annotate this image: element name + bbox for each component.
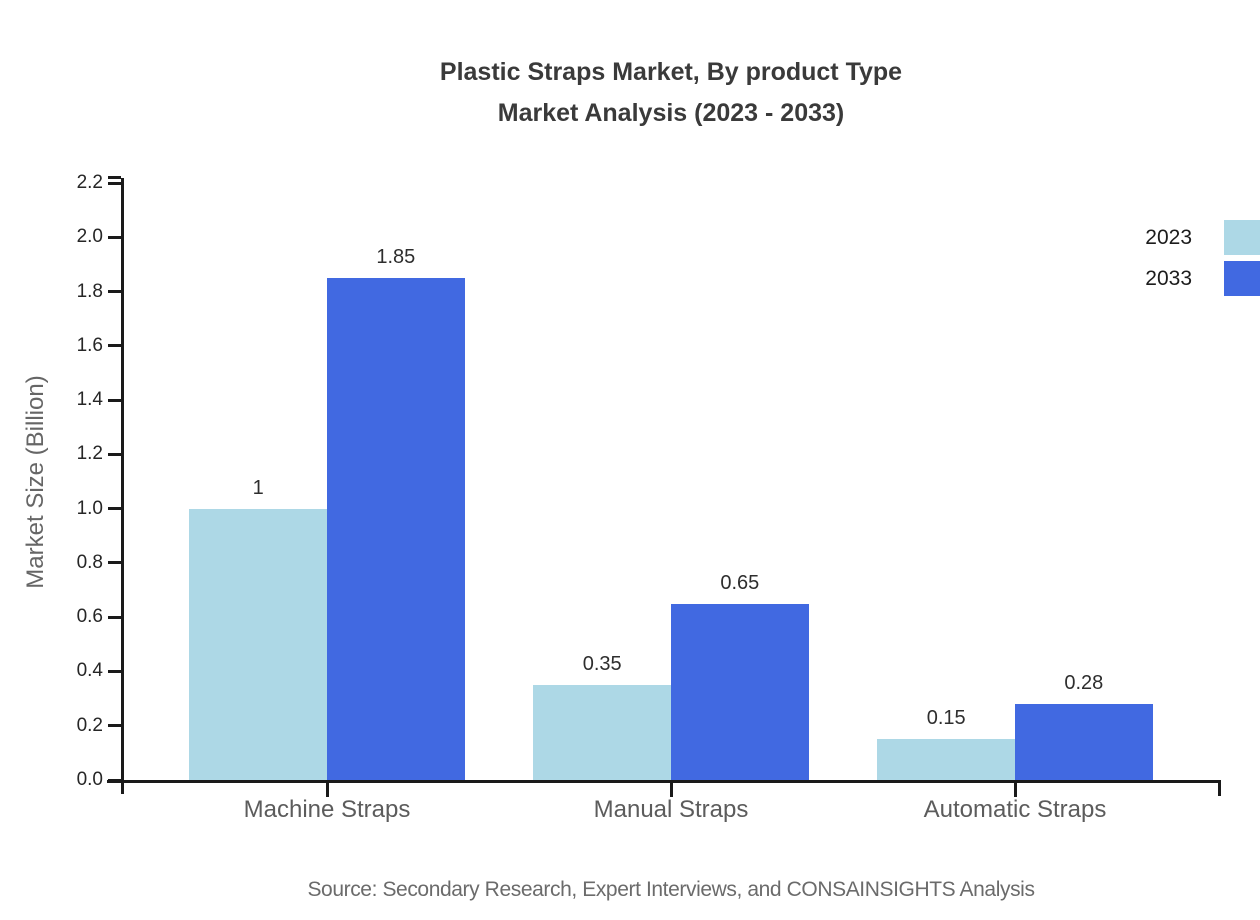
category-label-machine-straps: Machine Straps: [243, 796, 411, 823]
y-tick: [108, 507, 121, 511]
y-tick: [108, 724, 121, 728]
x-category-tick: [669, 783, 673, 797]
y-axis-spine: [121, 178, 124, 794]
bar-2033-automatic-straps: [1015, 704, 1153, 780]
bar-2023-automatic-straps: [877, 739, 1015, 780]
y-tick: [108, 235, 121, 239]
legend-swatch-2023: [1224, 220, 1260, 255]
bar-2033-manual-straps: [671, 603, 809, 780]
legend-item-2033: 2033: [1145, 261, 1260, 296]
y-tick: [108, 290, 121, 294]
y-tick-label: 1.6: [76, 334, 103, 356]
y-tick-label: 0.2: [76, 714, 103, 736]
y-tick-label: 1.4: [76, 389, 103, 411]
category-label-automatic-straps: Automatic Straps: [923, 796, 1107, 823]
legend-swatch-2033: [1224, 261, 1260, 296]
y-tick: [108, 398, 121, 402]
y-tick-label: 0.8: [76, 551, 103, 573]
chart-title-line-2: Market Analysis (2023 - 2033): [497, 99, 845, 127]
y-tick: [108, 615, 121, 619]
y-tick-label: 2.0: [76, 226, 103, 248]
y-tick-label: 0.6: [76, 606, 103, 628]
y-tick-label: 1.0: [76, 497, 103, 519]
chart-title-line-1: Plastic Straps Market, By product Type: [439, 58, 903, 86]
y-tick-label: 0.0: [76, 769, 103, 790]
y-tick: [108, 561, 121, 565]
y-tick: [108, 181, 121, 185]
bar-value-label-2033-automatic-straps: 0.28: [1064, 672, 1104, 695]
bar-value-label-2023-manual-straps: 0.35: [582, 653, 622, 676]
legend-label-2023: 2023: [1145, 226, 1192, 249]
chart-title: Plastic Straps Market, By product Type M…: [121, 52, 1221, 134]
legend-label-2033: 2033: [1145, 267, 1192, 290]
y-tick-label: 2.2: [76, 172, 103, 193]
y-tick: [108, 452, 121, 456]
source-note: Source: Secondary Research, Expert Inter…: [307, 878, 1035, 901]
plot-area: 0.0 0.2 0.4 0.6 0.8 1.0 1.2 1.4 1.6 1.8 2.0 2.2 1 1.8…: [77, 172, 1221, 823]
y-tick: [108, 669, 121, 673]
bar-value-label-2023-automatic-straps: 0.15: [926, 707, 966, 730]
x-category-tick: [325, 783, 329, 797]
bar-2023-manual-straps: [533, 685, 671, 780]
y-tick-label: 1.2: [76, 443, 103, 465]
y-tick-label: 0.4: [76, 660, 103, 682]
y-axis-top-cap: [108, 176, 121, 179]
legend-item-2023: 2023: [1145, 220, 1260, 255]
bar-value-label-2033-manual-straps: 0.65: [720, 571, 760, 594]
y-tick-label: 1.8: [76, 280, 103, 302]
x-category-tick: [1013, 783, 1017, 797]
bar-2033-machine-straps: [327, 277, 465, 780]
bar-2023-machine-straps: [189, 508, 327, 780]
y-tick: [108, 344, 121, 348]
x-axis-end-cap: [1218, 780, 1221, 796]
bar-value-label-2033-machine-straps: 1.85: [376, 245, 416, 268]
bar-value-label-2023-machine-straps: 1: [252, 476, 264, 499]
category-label-manual-straps: Manual Straps: [593, 796, 749, 823]
y-tick: [108, 778, 121, 782]
x-axis-line: [107, 780, 1221, 783]
